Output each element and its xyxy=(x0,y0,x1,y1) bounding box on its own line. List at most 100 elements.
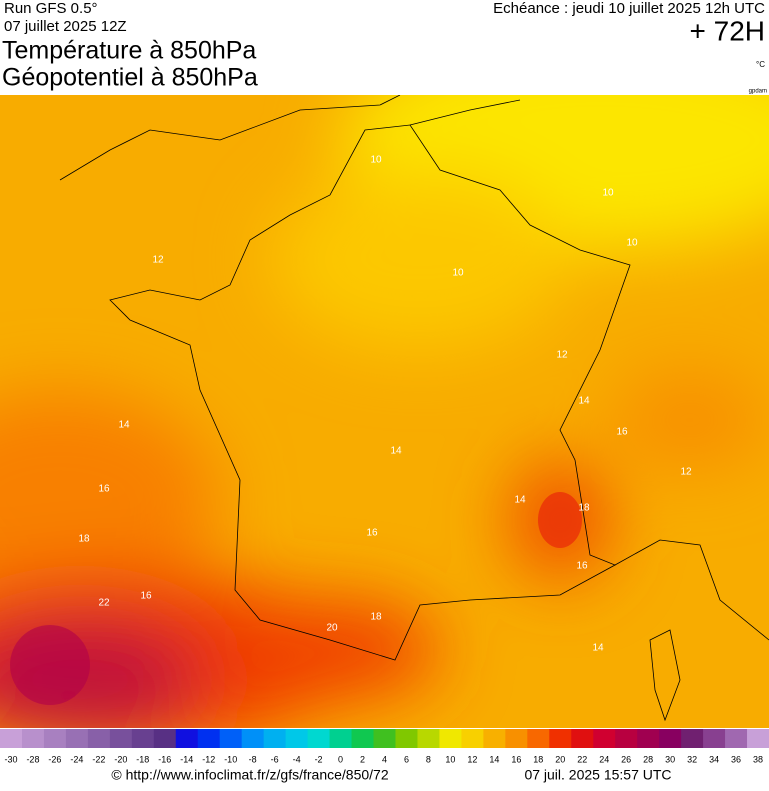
colorbar-tick-label: 0 xyxy=(338,754,343,764)
colorbar-swatch xyxy=(307,729,331,748)
colorbar-tick-label: -22 xyxy=(92,754,105,764)
footer-url: © http://www.infoclimat.fr/z/gfs/france/… xyxy=(111,767,388,783)
contour-label: 16 xyxy=(576,561,588,572)
colorbar-swatch xyxy=(395,729,418,748)
title: Température à 850hPa xyxy=(2,37,256,65)
colorbar-tick-label: -16 xyxy=(158,754,171,764)
lead-time: + 72H xyxy=(690,15,766,46)
colorbar-tick-label: 2 xyxy=(360,754,365,764)
colorbar-tick-label: -26 xyxy=(48,754,61,764)
colorbar-tick-label: -8 xyxy=(249,754,257,764)
colorbar-tick-label: 38 xyxy=(753,754,763,764)
colorbar-swatch xyxy=(417,729,440,748)
colorbar-tick-label: 16 xyxy=(511,754,521,764)
colorbar-swatch xyxy=(681,729,704,748)
colorbar-swatch xyxy=(549,729,572,748)
colorbar-tick-label: -24 xyxy=(70,754,83,764)
contour-label: 22 xyxy=(98,598,110,609)
colorbar-swatch xyxy=(263,729,287,748)
colorbar-swatch xyxy=(329,729,353,748)
colorbar-tick-label: 26 xyxy=(621,754,631,764)
colorbar-tick-label: -14 xyxy=(180,754,193,764)
colorbar-tick-label: 12 xyxy=(467,754,477,764)
valid-time: Echéance : jeudi 10 juillet 2025 12h UTC xyxy=(493,0,765,17)
contour-label: 18 xyxy=(578,503,590,514)
contour-label: 14 xyxy=(390,446,402,457)
contour-label: 14 xyxy=(514,495,526,506)
colorbar-swatch xyxy=(505,729,528,748)
colorbar-tick-label: -10 xyxy=(224,754,237,764)
colorbar-tick-label: -6 xyxy=(271,754,279,764)
contour-label: 16 xyxy=(98,484,110,495)
colorbar-swatch xyxy=(747,729,769,748)
colorbar-swatch xyxy=(43,729,67,748)
colorbar-swatch xyxy=(65,729,89,748)
contour-label: 12 xyxy=(152,255,164,266)
contour-label: 10 xyxy=(370,155,382,166)
colorbar-swatch xyxy=(219,729,243,748)
contour-label: 14 xyxy=(118,420,130,431)
colorbar-tick-label: 32 xyxy=(687,754,697,764)
colorbar-tick-label: -30 xyxy=(4,754,17,764)
colorbar-tick-label: 34 xyxy=(709,754,719,764)
run-date: 07 juillet 2025 12Z xyxy=(4,18,127,35)
colorbar-swatch xyxy=(153,729,177,748)
contour-label: 10 xyxy=(452,268,464,279)
run-label: Run GFS 0.5° xyxy=(4,0,98,17)
contour-label: 10 xyxy=(626,238,638,249)
footer-timestamp: 07 juil. 2025 15:57 UTC xyxy=(524,767,671,783)
colorbar-swatch xyxy=(175,729,199,748)
colorbar-tick-label: 30 xyxy=(665,754,675,764)
contour-label: 12 xyxy=(556,350,568,361)
contour-label: 16 xyxy=(140,591,152,602)
colorbar-swatch xyxy=(439,729,462,748)
colorbar-swatch xyxy=(285,729,309,748)
colorbar-swatch xyxy=(0,729,23,748)
colorbar-tick-label: 8 xyxy=(426,754,431,764)
colorbar-tick-label: 14 xyxy=(489,754,499,764)
colorbar-tick-label: 10 xyxy=(445,754,455,764)
colorbar-swatch xyxy=(351,729,375,748)
colorbar-swatch xyxy=(109,729,133,748)
colorbar-swatch xyxy=(483,729,506,748)
contour-label: 12 xyxy=(680,467,692,478)
colorbar-tick-label: 20 xyxy=(555,754,565,764)
credit: gpdam xyxy=(749,89,767,95)
contour-label: 16 xyxy=(616,427,628,438)
colorbar-swatch xyxy=(241,729,265,748)
colorbar-swatch xyxy=(373,729,396,748)
unit: °C xyxy=(756,60,765,69)
colorbar-tick-label: -4 xyxy=(293,754,301,764)
colorbar-swatch xyxy=(571,729,594,748)
colorbar-tick-label: -2 xyxy=(315,754,323,764)
colorbar-swatch xyxy=(87,729,111,748)
colorbar-tick-label: 24 xyxy=(599,754,609,764)
colorbar-tick-label: -18 xyxy=(136,754,149,764)
colorbar-tick-label: 4 xyxy=(382,754,387,764)
contour-label: 18 xyxy=(370,612,382,623)
contour-label: 18 xyxy=(78,534,90,545)
contour-label: 20 xyxy=(326,623,338,634)
colorbar-swatch xyxy=(131,729,155,748)
colorbar-tick-label: -12 xyxy=(202,754,215,764)
colorbar-tick-label: 36 xyxy=(731,754,741,764)
colorbar-swatch xyxy=(659,729,682,748)
colorbar-tick-label: -20 xyxy=(114,754,127,764)
colorbar-swatch xyxy=(461,729,484,748)
contour-label: 16 xyxy=(366,528,378,539)
colorbar-swatch xyxy=(21,729,45,748)
contour-label: 14 xyxy=(592,643,604,654)
colorbar-swatch xyxy=(527,729,550,748)
colorbar-swatch xyxy=(725,729,748,748)
title: Géopotentiel à 850hPa xyxy=(2,64,258,92)
colorbar-swatch xyxy=(703,729,726,748)
colorbar-tick-label: -28 xyxy=(26,754,39,764)
colorbar-tick-label: 6 xyxy=(404,754,409,764)
colorbar-tick-label: 28 xyxy=(643,754,653,764)
map xyxy=(0,95,769,728)
colorbar-swatch xyxy=(637,729,660,748)
colorbar-tick-label: 22 xyxy=(577,754,587,764)
colorbar-tick-label: 18 xyxy=(533,754,543,764)
colorbar-swatch xyxy=(615,729,638,748)
